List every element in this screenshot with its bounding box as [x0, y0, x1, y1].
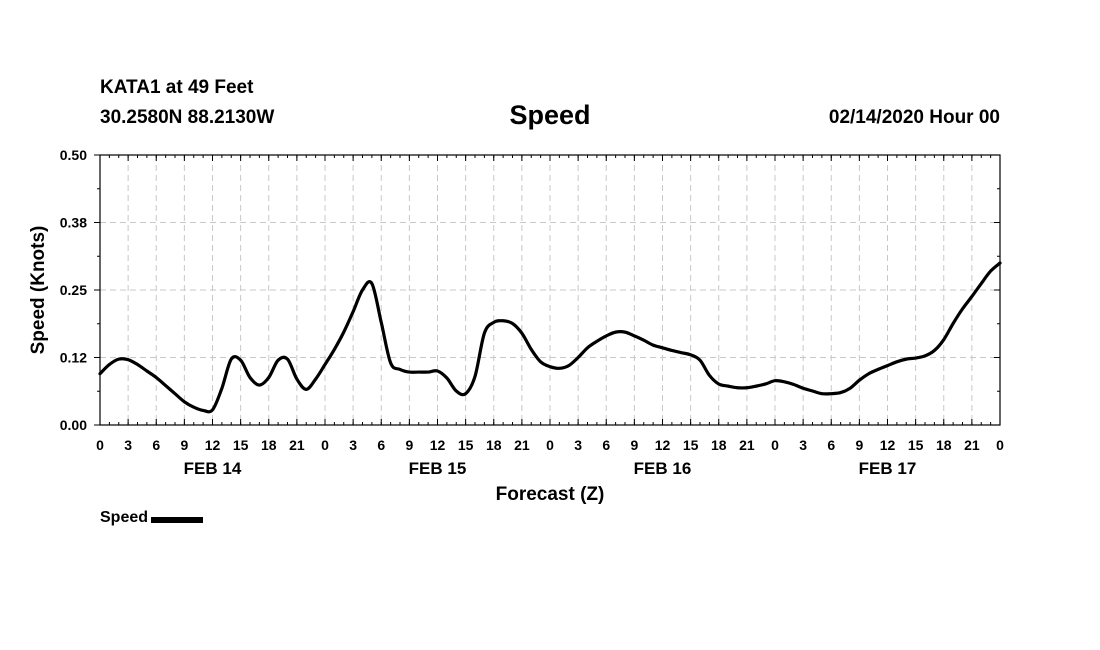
x-tick-label: 18: [711, 437, 727, 453]
coordinates-label: 30.2580N 88.2130W: [100, 107, 275, 128]
x-tick-label: 12: [205, 437, 221, 453]
x-tick-label: 0: [771, 437, 779, 453]
x-tick-label: 3: [124, 437, 132, 453]
day-label: FEB 14: [184, 459, 242, 478]
grid-lines: [100, 155, 1000, 425]
x-tick-label: 18: [936, 437, 952, 453]
chart-title: Speed: [509, 100, 591, 130]
x-tick-label: 21: [514, 437, 530, 453]
x-tick-label: 0: [96, 437, 104, 453]
x-tick-label: 21: [739, 437, 755, 453]
y-tick-labels: 0.00 0.12 0.25 0.38 0.50: [60, 147, 87, 433]
plot-frame: [99, 154, 1001, 426]
x-tick-label: 12: [430, 437, 446, 453]
y-tick-label: 0.38: [60, 215, 87, 231]
x-tick-label: 6: [377, 437, 385, 453]
y-axis-label: Speed (Knots): [28, 226, 49, 355]
y-tick-label: 0.00: [60, 417, 87, 433]
day-label: FEB 17: [859, 459, 917, 478]
day-labels: FEB 14 FEB 15 FEB 16 FEB 17: [184, 459, 917, 478]
x-tick-label: 15: [908, 437, 924, 453]
day-label: FEB 16: [634, 459, 692, 478]
legend-swatch: [151, 516, 204, 523]
x-tick-label: 3: [574, 437, 582, 453]
x-tick-label: 6: [152, 437, 160, 453]
x-tick-label: 6: [827, 437, 835, 453]
day-label: FEB 15: [409, 459, 467, 478]
forecast-datetime: 02/14/2020 Hour 00: [828, 107, 1000, 128]
x-tick-label: 15: [233, 437, 249, 453]
station-label: KATA1 at 49 Feet: [100, 77, 254, 98]
x-tick-label: 3: [799, 437, 807, 453]
legend-label: Speed: [100, 509, 149, 526]
x-tick-label: 9: [630, 437, 638, 453]
x-tick-label: 3: [349, 437, 357, 453]
speed-series-line: [98, 261, 1002, 414]
x-tick-label: 21: [289, 437, 305, 453]
x-tick-label: 21: [964, 437, 980, 453]
x-tick-label: 6: [602, 437, 610, 453]
x-tick-label: 12: [655, 437, 671, 453]
y-tick-label: 0.12: [60, 350, 87, 366]
x-tick-label: 15: [683, 437, 699, 453]
x-tick-label: 0: [996, 437, 1004, 453]
legend: Speed: [100, 509, 204, 527]
x-tick-label: 12: [880, 437, 896, 453]
x-tick-label: 9: [855, 437, 863, 453]
x-tick-label: 18: [261, 437, 277, 453]
x-tick-labels: 0 3 6 9 12 15 18 21 0 3 6 9 12 15 18 21 0 3 6 9 12 15 18 21 0 3 6 9…: [96, 437, 1004, 453]
x-axis-label: Forecast (Z): [496, 484, 605, 505]
x-tick-label: 9: [180, 437, 188, 453]
x-tick-label: 0: [546, 437, 554, 453]
x-tick-label: 0: [321, 437, 329, 453]
x-tick-label: 15: [458, 437, 474, 453]
x-tick-label: 9: [405, 437, 413, 453]
y-tick-label: 0.25: [60, 282, 87, 298]
x-tick-label: 18: [486, 437, 502, 453]
y-tick-label: 0.50: [60, 147, 87, 163]
